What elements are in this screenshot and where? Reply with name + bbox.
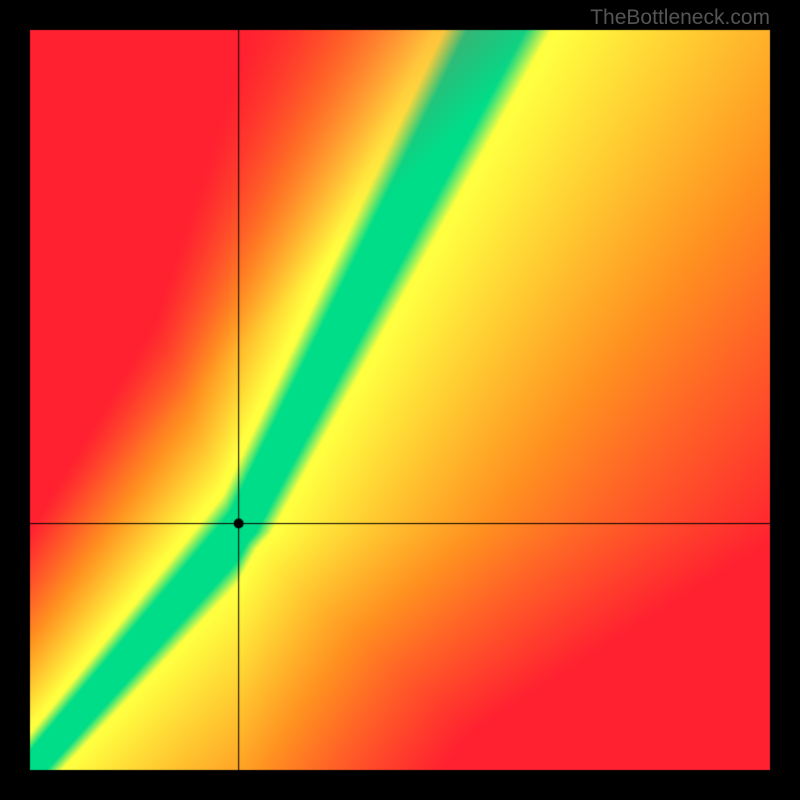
watermark-text: TheBottleneck.com — [590, 6, 770, 30]
chart-container: TheBottleneck.com — [0, 0, 800, 800]
heatmap-canvas — [0, 0, 800, 800]
